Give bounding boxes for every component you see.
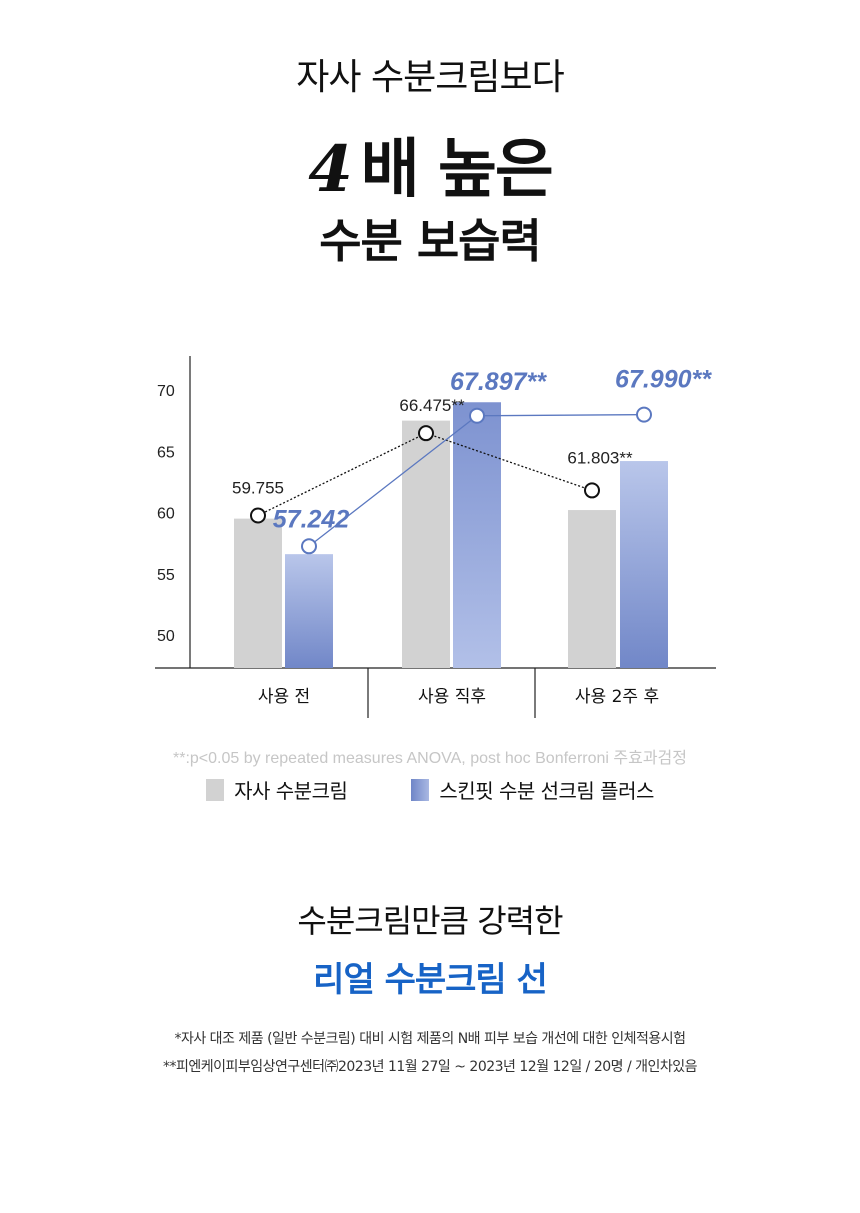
legend-swatch-blue — [411, 778, 430, 801]
marker-own-cream-2 — [418, 425, 434, 442]
legend-item-sun-cream: 스킨핏 수분 선크림 플러스 — [411, 775, 654, 804]
headline-number: 4 — [308, 132, 353, 207]
y-tick-50: 50 — [157, 628, 175, 645]
data-label-sun-cream-2: 67.897** — [450, 368, 547, 396]
chart-lines — [250, 406, 652, 555]
chart-axes: 50 55 60 65 70 사용 전 사용 직후 사용 2주 후 — [155, 356, 716, 718]
bar-own-cream-1 — [234, 518, 282, 668]
data-label-sun-cream-3: 67.990** — [615, 366, 712, 394]
headline-line2-text: 배 높은 — [360, 133, 554, 207]
legend-item-own-cream: 자사 수분크림 — [206, 775, 348, 804]
x-tick-label-1: 사용 전 — [258, 687, 310, 707]
subhead-line2: 리얼 수분크림 선 — [313, 960, 548, 1000]
marker-sun-cream-3 — [636, 406, 652, 423]
bar-own-cream-3 — [568, 510, 616, 668]
bar-sun-cream-3 — [620, 461, 668, 668]
bar-own-cream-2 — [402, 420, 450, 668]
bar-sun-cream-2 — [453, 402, 501, 668]
y-tick-55: 55 — [157, 567, 175, 584]
data-label-own-cream-2: 66.475** — [399, 396, 465, 415]
marker-own-cream-1 — [250, 507, 266, 524]
chart-bars — [234, 402, 668, 668]
legend-label-own-cream: 자사 수분크림 — [234, 779, 348, 803]
test-note-line1: *자사 대조 제품 (일반 수분크림) 대비 시험 제품의 N배 피부 보습 개… — [174, 1031, 686, 1047]
data-label-sun-cream-1: 57.242 — [273, 505, 350, 533]
marker-sun-cream-1 — [301, 538, 317, 555]
line-own-cream — [257, 432, 593, 517]
headline-line3: 수분 보습력 — [319, 214, 542, 268]
chart-labels: 59.755 66.475** 61.803** 57.242 67.897** 67.9… — [232, 366, 712, 534]
marker-own-cream-3 — [584, 482, 600, 499]
chart-legend: 자사 수분크림 스킨핏 수분 선크림 플러스 — [0, 775, 860, 804]
x-tick-label-3: 사용 2주 후 — [575, 687, 659, 707]
y-tick-60: 60 — [157, 506, 175, 523]
subhead-line1: 수분크림만큼 강력한 — [297, 902, 563, 940]
headline-line1: 자사 수분크림보다 — [296, 57, 564, 98]
y-tick-70: 70 — [157, 383, 175, 400]
significance-footnote: **:p<0.05 by repeated measures ANOVA, po… — [172, 750, 687, 767]
moisture-chart: 50 55 60 65 70 사용 전 사용 직후 사용 2주 후 59.755 66.475*… — [155, 356, 716, 718]
legend-label-sun-cream: 스킨핏 수분 선크림 플러스 — [439, 779, 654, 803]
test-note-line2: **피엔케이피부임상연구센터㈜2023년 11월 27일 ~ 2023년 12월… — [162, 1059, 698, 1075]
marker-sun-cream-2 — [469, 407, 485, 424]
data-label-own-cream-3: 61.803** — [567, 448, 633, 467]
x-tick-label-2: 사용 직후 — [418, 687, 486, 707]
bar-sun-cream-1 — [285, 554, 333, 668]
y-tick-65: 65 — [157, 444, 175, 461]
data-label-own-cream-1: 59.755 — [232, 479, 284, 498]
legend-swatch-gray — [206, 778, 225, 801]
